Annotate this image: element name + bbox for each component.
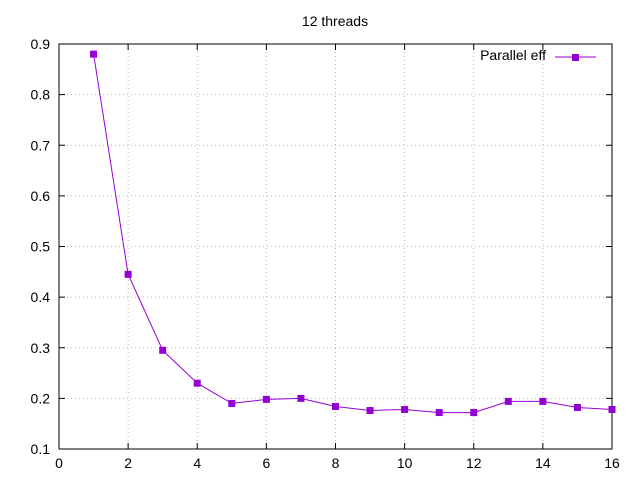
axis-ticks: 0.1 0.2 0.3 0.4 0.5 0.6 0.7 0.8 0.9 0 2 4 6 8 10 12 14 16 [31, 36, 620, 471]
data-point [608, 406, 616, 414]
x-tick-label: 14 [535, 455, 551, 471]
x-tick-label: 16 [604, 455, 620, 471]
data-point [159, 346, 167, 354]
y-tick-label: 0.7 [31, 137, 51, 153]
y-tick-label: 0.8 [31, 87, 51, 103]
y-tick-label: 0.9 [31, 36, 51, 52]
y-tick-label: 0.1 [31, 441, 51, 457]
y-tick-label: 0.3 [31, 340, 51, 356]
data-point [366, 407, 374, 415]
x-tick-label: 2 [124, 455, 132, 471]
legend: Parallel eff [480, 47, 596, 63]
series-layer [90, 50, 616, 417]
x-tick-label: 4 [193, 455, 201, 471]
data-point [401, 406, 409, 414]
data-point [504, 397, 512, 405]
data-point [228, 399, 236, 407]
y-tick-label: 0.6 [31, 188, 51, 204]
data-point [470, 409, 478, 417]
data-point [90, 50, 98, 58]
y-tick-label: 0.4 [31, 289, 51, 305]
series-line [93, 54, 613, 414]
grid [59, 44, 612, 449]
x-tick-label: 10 [397, 455, 413, 471]
data-point [262, 395, 270, 403]
x-tick-label: 8 [332, 455, 340, 471]
chart-title: 12 threads [302, 13, 368, 29]
x-tick-label: 12 [466, 455, 482, 471]
legend-marker [572, 54, 579, 61]
y-tick-label: 0.5 [31, 239, 51, 255]
data-point [193, 379, 201, 387]
data-point [332, 402, 339, 410]
data-point [435, 409, 443, 417]
x-tick-label: 0 [55, 455, 63, 471]
y-tick-label: 0.2 [31, 390, 51, 406]
x-tick-label: 6 [262, 455, 270, 471]
data-point [124, 270, 132, 278]
data-point [297, 394, 305, 402]
legend-label: Parallel eff [480, 47, 546, 63]
data-point [573, 403, 581, 411]
data-point [539, 397, 547, 405]
